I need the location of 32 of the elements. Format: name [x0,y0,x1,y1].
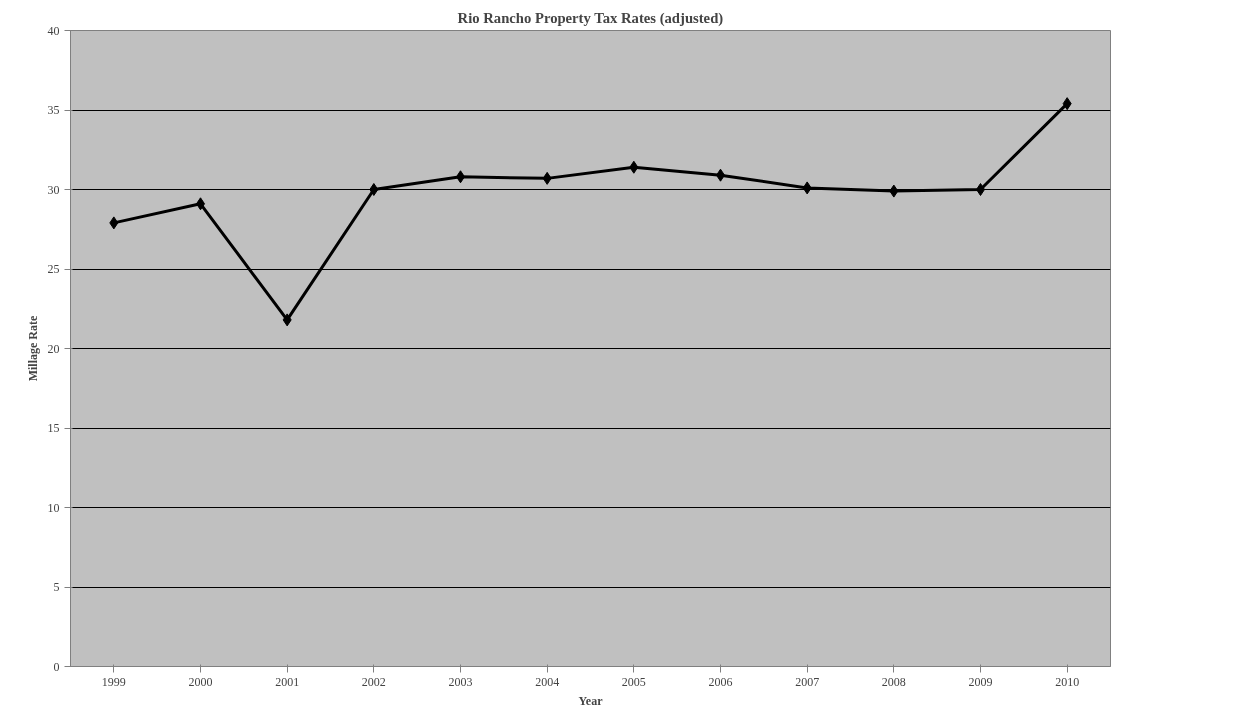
point [629,160,639,174]
point [109,216,119,230]
y-tick-label: 10 [47,500,60,515]
y-tick-label: 35 [47,103,60,117]
point [802,181,812,195]
x-tick-label: 2003 [448,674,473,689]
x-axis-title: Year [578,693,604,708]
x-tick-label: 1999 [101,674,126,689]
x-tick-label: 2000 [188,674,213,689]
point [1062,97,1072,111]
x-tick-label: 2010 [1055,674,1080,689]
chart-title: Rio Rancho Property Tax Rates (adjusted) [457,9,724,27]
y-tick-label: 40 [47,23,60,38]
y-tick-label: 25 [47,262,60,276]
point [542,171,552,185]
point [282,313,292,327]
y-tick-label: 0 [53,659,60,674]
x-tick-label: 2001 [275,674,300,689]
x-tick-label: 2009 [968,674,993,689]
y-tick-label: 30 [47,182,60,197]
x-tick-label: 2005 [621,674,646,689]
y-tick-label: 20 [47,341,60,356]
point [369,183,379,196]
y-axis-title: Millage Rate [25,315,40,382]
point [889,184,899,198]
y-tick-label: 15 [47,421,60,435]
y-tick-label: 5 [53,580,60,594]
x-tick-label: 2007 [795,674,820,689]
x-tick-label: 2006 [708,674,733,689]
x-tick-label: 2008 [881,674,906,689]
x-tick-label: 2002 [361,674,386,689]
x-tick-label: 2004 [535,674,560,689]
